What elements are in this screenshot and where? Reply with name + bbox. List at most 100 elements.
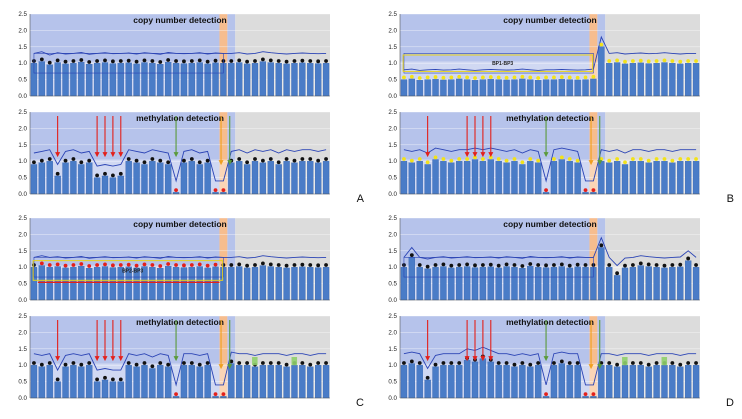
y-tick-label: 0.0	[388, 191, 397, 198]
bar	[299, 62, 306, 97]
methylation-chart: 0.0 0.5 1.0 1.5 2.0 2.5 methylation detection	[18, 109, 330, 198]
bar	[315, 365, 322, 399]
bar	[692, 63, 700, 97]
bar	[598, 161, 605, 195]
data-dot	[284, 59, 289, 64]
data-dot	[32, 160, 36, 165]
data-dot	[465, 157, 470, 161]
data-dot	[260, 361, 265, 365]
arrow-head	[464, 152, 470, 158]
data-dot	[433, 75, 438, 79]
bar	[54, 175, 61, 195]
y-tick-label: 2.0	[388, 125, 397, 132]
data-dot	[504, 158, 509, 163]
data-dot	[638, 361, 643, 365]
panel-letter: D	[726, 397, 734, 409]
bar	[236, 365, 243, 399]
trend-line	[403, 35, 697, 71]
y-tick-label: 2.5	[18, 215, 27, 222]
data-dot	[457, 263, 462, 267]
data-dot	[126, 157, 131, 161]
data-dot	[63, 59, 68, 64]
bar	[86, 162, 93, 195]
arrow-head	[464, 356, 470, 362]
y-tick-label: 0.5	[388, 379, 397, 386]
bar	[424, 164, 431, 195]
data-dot	[174, 392, 178, 397]
data-dot	[166, 58, 171, 62]
bar	[259, 365, 267, 399]
bar	[30, 365, 38, 399]
arrow-head	[588, 160, 594, 166]
bar	[70, 63, 77, 97]
y-tick-label: 0.5	[18, 281, 27, 288]
data-dot	[158, 361, 163, 365]
bar	[416, 267, 423, 301]
shade-region	[605, 218, 700, 266]
bar	[550, 365, 558, 399]
methylation-chart: 0.0 0.5 1.0 1.5 2.0 2.5 methylation detection	[388, 313, 700, 402]
shade-region	[605, 316, 700, 364]
data-dot	[55, 377, 60, 382]
shade-region-lower	[605, 363, 700, 398]
data-dot	[316, 263, 321, 268]
chart-title: copy number detection	[503, 219, 597, 229]
bar	[204, 365, 211, 399]
bar	[141, 164, 148, 195]
data-dot	[300, 262, 305, 267]
bar	[109, 381, 117, 399]
data-dot	[686, 157, 691, 161]
arrow-head	[480, 356, 486, 362]
arrow-head	[597, 364, 603, 370]
bar	[677, 161, 684, 195]
bar	[503, 266, 510, 301]
bar	[283, 267, 290, 301]
data-dot	[308, 157, 313, 161]
data-dot	[95, 173, 100, 178]
data-dot	[654, 263, 659, 267]
bar	[117, 175, 124, 195]
bar	[448, 267, 455, 301]
bar	[519, 365, 526, 399]
bar	[479, 267, 487, 301]
shade-region	[597, 112, 606, 160]
data-dot	[694, 157, 698, 161]
bar	[448, 162, 455, 195]
bar	[78, 62, 85, 97]
bar	[613, 62, 621, 97]
data-dot	[95, 377, 100, 382]
range-box	[33, 53, 224, 74]
data-dot	[496, 361, 501, 365]
bar	[275, 164, 282, 195]
data-dot	[221, 188, 226, 193]
bar	[165, 366, 172, 399]
bar	[432, 79, 439, 97]
data-dot	[457, 157, 462, 161]
data-dot	[118, 171, 123, 176]
shade-region	[597, 218, 606, 266]
data-dot	[402, 157, 406, 161]
data-dot	[465, 75, 470, 80]
bar	[574, 79, 581, 97]
y-tick-label: 2.5	[388, 11, 397, 18]
shade-region-lower	[30, 159, 220, 194]
bar	[259, 61, 267, 97]
bar	[228, 63, 235, 97]
arrow-head	[173, 356, 179, 362]
bar	[645, 63, 652, 97]
data-dot	[245, 263, 250, 268]
bar	[519, 78, 526, 97]
bar	[275, 63, 282, 97]
data-dot	[142, 160, 147, 165]
bar	[180, 365, 188, 399]
y-tick-label: 1.5	[18, 44, 27, 51]
data-dot	[409, 359, 414, 364]
bar	[188, 267, 195, 301]
bar	[38, 162, 45, 195]
bar	[196, 164, 203, 195]
bar	[456, 161, 463, 195]
bar	[196, 366, 203, 399]
bar	[267, 62, 274, 97]
data-dot	[253, 59, 257, 63]
bar	[645, 366, 652, 399]
